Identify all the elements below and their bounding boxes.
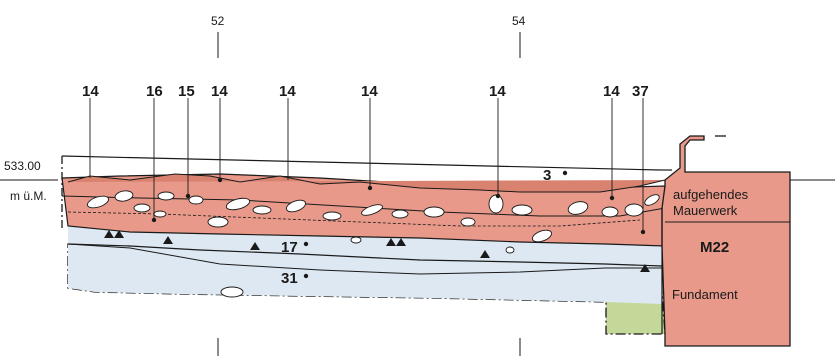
label-rising-masonry-2: Mauerwerk [673,203,738,218]
label-14-a: 14 [82,83,99,100]
layer-14-top-lens [67,173,666,193]
layer-17-31-boundary [67,243,663,267]
label-rising-masonry-1: aufgehendes [673,187,749,202]
layer-17-lower-line [67,243,662,275]
label-leaders [89,98,644,230]
grid-label-52: 52 [211,14,225,28]
label-14-e: 14 [489,83,506,100]
label-15: 15 [178,83,195,100]
label-14-b: 14 [211,83,228,100]
label-31: 31 [281,270,298,287]
label-14-d: 14 [361,83,378,100]
layer-17-fill [68,226,662,304]
elevation-unit: m ü.M. [10,189,47,203]
surface-line [61,155,661,171]
label-foundation: Fundament [672,287,738,302]
label-14-f: 14 [603,83,620,100]
elevation-value: 533.00 [4,159,41,173]
triangle-markers [104,230,650,272]
label-17: 17 [281,239,298,256]
wall-m22 [661,135,791,347]
label-37: 37 [632,83,649,100]
label-m22: M22 [700,239,729,256]
label-3: 3 [543,167,551,184]
label-14-c: 14 [279,83,296,100]
label-16: 16 [146,83,163,100]
grid-label-54: 54 [512,14,526,28]
stones [86,190,660,298]
